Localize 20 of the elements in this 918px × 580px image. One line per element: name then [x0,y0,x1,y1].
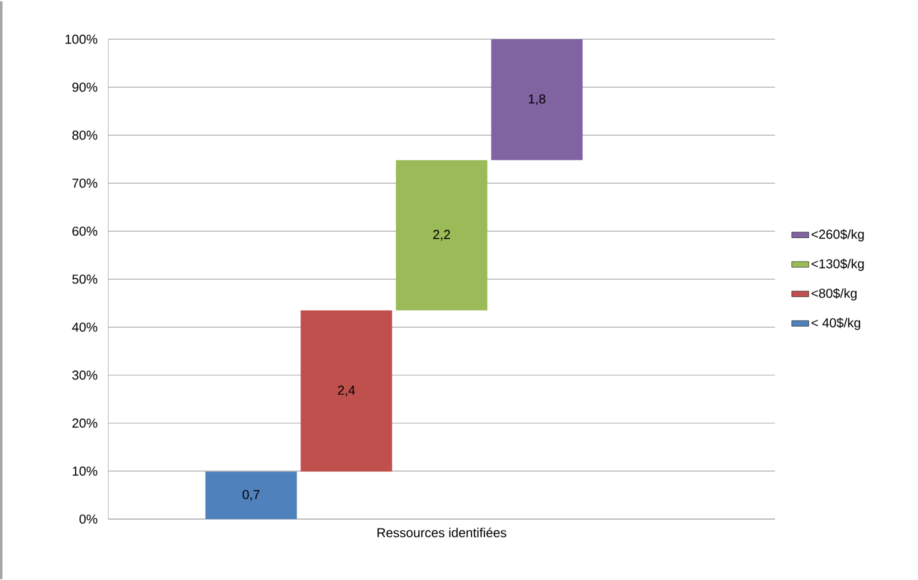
x-axis-title: Ressources identifiées [378,527,506,538]
y-tick-label: 60% [72,226,98,236]
y-tick-label: 50% [72,274,98,284]
annotation: 1,8 [528,94,546,105]
y-tick-label: 0% [80,514,98,524]
legend-label: <130$/kg [812,258,864,271]
legend-label: <260$/kg [812,228,864,242]
y-tick-label: 20% [72,418,98,428]
y-tick-label: 40% [72,322,98,332]
y-tick-label: 10% [72,466,98,476]
y-tick-label: 100% [66,34,98,44]
annotation: 2,4 [338,385,355,396]
annotation: 0,7 [242,490,260,501]
y-tick-label: 70% [72,178,98,188]
annotation: 2,2 [433,230,450,240]
legend-label: <80$/kg [812,288,857,300]
legend-label: < 40$/kg [812,317,860,330]
y-tick-label: 90% [72,82,98,92]
y-tick-label: 30% [72,370,98,380]
y-tick-label: 80% [72,130,98,140]
